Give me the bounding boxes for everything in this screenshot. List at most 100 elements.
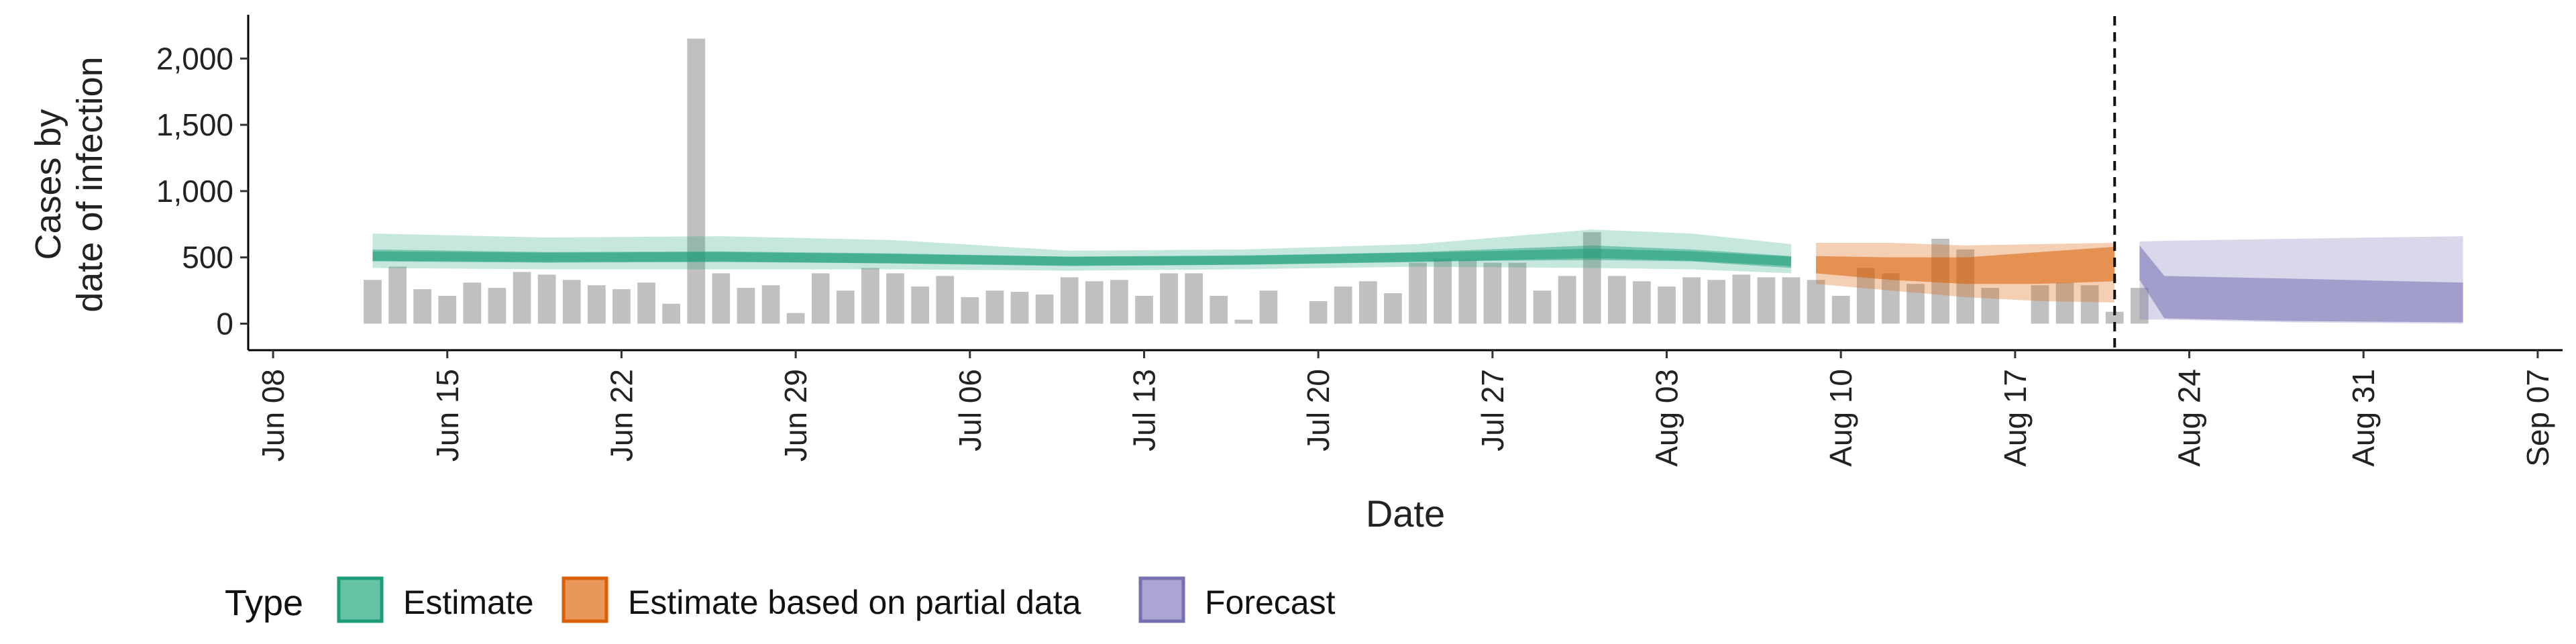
y-tick-label: 0: [216, 306, 233, 341]
x-tick-label: Jun 15: [430, 369, 465, 462]
case-bar: [1707, 280, 1726, 324]
case-bar: [1533, 290, 1552, 324]
estimate-outer-band: [372, 229, 1791, 274]
case-bar: [1384, 293, 1402, 324]
partial-inner-band: [1816, 246, 2115, 284]
case-bar: [1434, 258, 1452, 324]
x-tick-label: Jul 13: [1126, 369, 1161, 451]
case-bar: [1981, 288, 2000, 324]
case-bar: [811, 273, 830, 324]
legend-label: Forecast: [1205, 584, 1336, 621]
case-bar: [737, 288, 755, 324]
case-bar: [1334, 286, 1352, 324]
x-tick-label: Aug 24: [2172, 369, 2207, 467]
x-tick-label: Aug 31: [2346, 369, 2381, 467]
case-bar: [961, 297, 979, 324]
case-bar: [488, 288, 506, 324]
case-bar: [1234, 319, 1253, 324]
case-bar: [1782, 277, 1801, 324]
case-bar: [662, 303, 680, 324]
y-tick-label: 1,000: [156, 174, 233, 209]
case-bar: [1458, 260, 1477, 324]
case-bar: [463, 282, 482, 324]
y-axis-label-line-2: date of infection: [70, 56, 110, 312]
case-bar: [861, 268, 879, 324]
case-bar: [1508, 262, 1527, 324]
case-bar: [438, 295, 457, 324]
case-bar: [886, 273, 904, 324]
case-bar: [1210, 295, 1228, 324]
x-tick-label: Aug 17: [1998, 369, 2033, 467]
case-bar: [1060, 277, 1079, 324]
case-bar: [1757, 277, 1776, 324]
x-tick-label: Jun 29: [778, 369, 813, 462]
case-bar: [1558, 276, 1576, 324]
case-bar: [1907, 284, 1925, 324]
case-bar: [2131, 288, 2149, 324]
case-bar: [364, 280, 382, 324]
case-bar: [1110, 280, 1128, 324]
case-bar: [2105, 311, 2124, 324]
case-bar: [588, 285, 606, 324]
case-bar: [1658, 286, 1676, 324]
case-bar: [388, 266, 407, 324]
case-bar: [1582, 232, 1601, 324]
x-tick-label: Jul 06: [953, 369, 987, 451]
legend-key: [337, 576, 384, 623]
case-bar: [687, 38, 706, 324]
x-tick-label: Jul 27: [1475, 369, 1510, 451]
case-bar: [537, 274, 556, 324]
case-bar: [1259, 290, 1278, 324]
x-tick-label: Aug 03: [1650, 369, 1684, 467]
case-bar: [1085, 281, 1104, 324]
case-bar: [1633, 281, 1651, 324]
case-bar: [985, 290, 1004, 324]
case-bar: [2031, 285, 2049, 324]
legend-label: Estimate based on partial data: [628, 584, 1081, 621]
legend-label: Estimate: [403, 584, 534, 621]
y-tick-label: 500: [182, 240, 233, 275]
case-bar: [836, 290, 855, 324]
case-bar: [2055, 282, 2074, 324]
bars-layer: [364, 38, 2149, 324]
case-bar: [612, 289, 631, 324]
legend: Type Estimate Estimate based on partial d…: [225, 576, 1336, 623]
x-tick-label: Jun 22: [604, 369, 639, 462]
x-axis-label: Date: [1366, 492, 1445, 535]
case-bar: [413, 289, 432, 324]
case-bar: [1035, 294, 1054, 324]
case-bar: [1309, 301, 1328, 324]
case-bar: [936, 276, 955, 324]
y-tick-label: 2,000: [156, 41, 233, 76]
estimate-median-line: [372, 248, 1792, 266]
legend-key: [561, 576, 608, 623]
y-tick-label: 1,500: [156, 107, 233, 142]
legend-title: Type: [225, 583, 303, 623]
case-bar: [1682, 277, 1701, 324]
case-bar: [761, 285, 780, 324]
case-bar: [1409, 262, 1427, 324]
case-bar: [1185, 273, 1203, 324]
x-tick-label: Sep 07: [2520, 369, 2555, 467]
case-bar: [1607, 276, 1626, 324]
case-bar: [1831, 295, 1850, 324]
legend-key: [1138, 576, 1185, 623]
x-tick-label: Jun 08: [256, 369, 290, 462]
x-tick-label: Jul 20: [1301, 369, 1336, 451]
case-bar: [1010, 292, 1029, 324]
case-bar: [1359, 281, 1377, 324]
case-bar: [637, 282, 655, 324]
case-bar: [2080, 285, 2099, 324]
case-bar: [1882, 273, 1900, 324]
case-bar: [1135, 295, 1153, 324]
case-bar: [712, 273, 731, 324]
case-bar: [1732, 274, 1751, 324]
case-bar: [1160, 273, 1178, 324]
y-axis-label-line-1: Cases by: [28, 109, 68, 260]
case-bar: [562, 280, 581, 324]
case-bar: [911, 286, 929, 324]
case-bar: [1483, 262, 1502, 324]
case-bar: [1807, 280, 1825, 324]
forecast-inner-band: [2139, 245, 2463, 323]
